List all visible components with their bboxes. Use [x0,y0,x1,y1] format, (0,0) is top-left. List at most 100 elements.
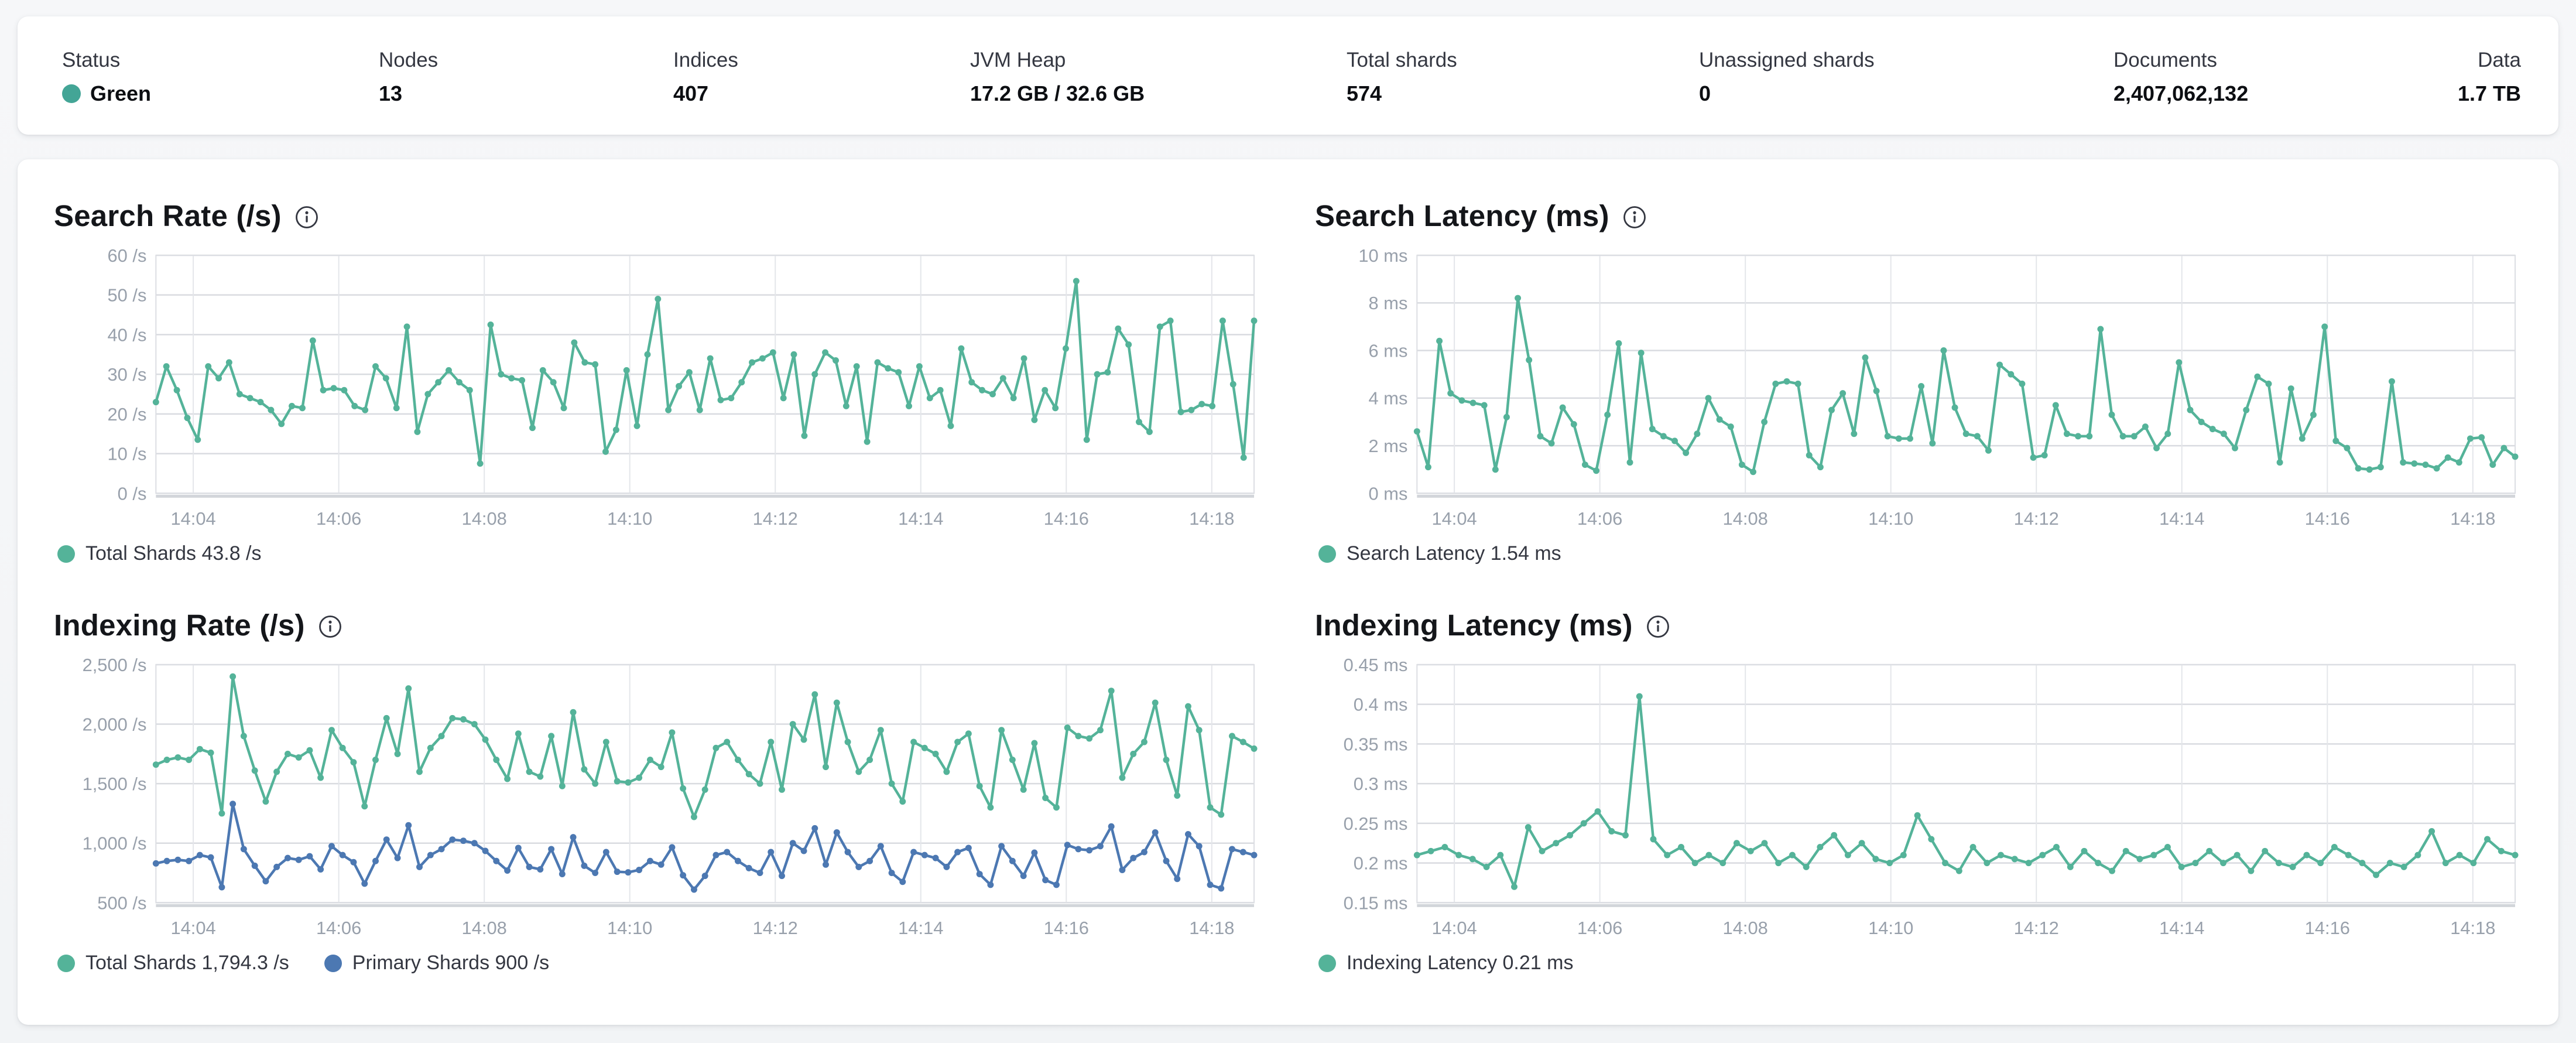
svg-text:14:08: 14:08 [1723,508,1768,529]
legend-item[interactable]: Indexing Latency 0.21 ms [1318,952,1573,974]
svg-text:0.25 ms: 0.25 ms [1344,813,1408,834]
legend-item[interactable]: Search Latency 1.54 ms [1318,542,1561,565]
metric-jvm-heap-label: JVM Heap [970,49,1066,71]
metric-jvm-heap: JVM Heap 17.2 GB / 32.6 GB [970,48,1145,107]
svg-text:14:14: 14:14 [2159,508,2204,529]
svg-text:14:12: 14:12 [753,508,798,529]
legend-label: Indexing Latency 0.21 ms [1347,952,1574,974]
svg-text:0.4 ms: 0.4 ms [1354,695,1408,715]
svg-text:14:18: 14:18 [1189,508,1234,529]
info-icon[interactable] [1646,614,1670,639]
info-icon[interactable] [318,614,342,639]
svg-text:14:18: 14:18 [1189,918,1234,938]
svg-text:14:18: 14:18 [2450,918,2495,938]
svg-text:6 ms: 6 ms [1369,340,1408,361]
metric-documents-value: 2,407,062,132 [2113,81,2249,105]
svg-text:0.15 ms: 0.15 ms [1344,892,1408,913]
metric-data-label: Data [2478,49,2521,71]
svg-text:0 /s: 0 /s [118,483,147,504]
svg-text:14:16: 14:16 [1044,918,1089,938]
svg-text:0.45 ms: 0.45 ms [1344,656,1408,675]
indexing-rate-section: Indexing Rate (/s) 2,500 /s 2,000 /s 1,500… [54,601,1261,997]
info-icon[interactable] [294,205,319,230]
svg-text:14:08: 14:08 [1723,918,1768,938]
svg-text:30 /s: 30 /s [107,364,146,385]
svg-text:2,000 /s: 2,000 /s [83,714,147,735]
svg-text:14:04: 14:04 [1431,918,1477,938]
legend-dot [324,954,342,972]
svg-text:14:06: 14:06 [1577,918,1622,938]
metric-total-shards-label: Total shards [1347,49,1457,71]
svg-text:50 /s: 50 /s [107,285,146,306]
svg-text:14:10: 14:10 [1868,508,1913,529]
indexing-latency-legend: Indexing Latency 0.21 ms [1315,952,2522,974]
svg-text:60 /s: 60 /s [107,247,146,266]
search-rate-chart[interactable]: 60 /s 50 /s 40 /s 30 /s 20 /s 10 /s 0 /s 14:04 1… [54,247,1261,539]
indexing-latency-title: Indexing Latency (ms) [1315,608,1633,642]
svg-text:14:06: 14:06 [1577,508,1622,529]
legend-dot [1318,545,1336,563]
search-latency-section: Search Latency (ms) 10 ms 8 ms 6 ms 4 ms 2 m… [1315,192,2522,587]
svg-text:0.3 ms: 0.3 ms [1354,774,1408,794]
svg-text:20 /s: 20 /s [107,404,146,425]
metric-indices-value: 407 [673,81,709,105]
svg-text:14:12: 14:12 [753,918,798,938]
legend-label: Total Shards 1,794.3 /s [85,952,289,974]
legend-dot [57,954,75,972]
metric-documents-label: Documents [2113,49,2218,71]
metric-unassigned-shards: Unassigned shards 0 [1699,48,1875,107]
metric-status-label: Status [62,49,121,71]
metric-total-shards-value: 574 [1347,81,1382,105]
svg-text:8 ms: 8 ms [1369,293,1408,313]
metric-data-value: 1.7 TB [2457,81,2521,105]
cluster-summary-panel: Status Green Nodes 13 Indices 407 JVM He… [18,16,2558,135]
indexing-rate-title: Indexing Rate (/s) [54,608,305,642]
cluster-metrics-panel: Search Rate (/s) 60 /s 50 /s 40 /s 30 /s 20 … [18,159,2558,1025]
search-rate-title: Search Rate (/s) [54,199,282,232]
svg-text:14:14: 14:14 [898,918,943,938]
svg-text:10 /s: 10 /s [107,444,146,464]
metric-total-shards: Total shards 574 [1347,48,1457,107]
metric-unassigned-shards-label: Unassigned shards [1699,49,1875,71]
info-icon[interactable] [1622,205,1647,230]
indexing-latency-chart[interactable]: 0.45 ms 0.4 ms 0.35 ms 0.3 ms 0.25 ms 0.2 ms 0… [1315,656,2522,948]
svg-text:14:10: 14:10 [607,918,652,938]
svg-text:14:06: 14:06 [316,918,361,938]
metric-data: Data 1.7 TB [2458,48,2521,107]
svg-text:0.2 ms: 0.2 ms [1354,853,1408,874]
metric-nodes-value: 13 [379,81,403,105]
svg-text:14:06: 14:06 [316,508,361,529]
legend-item[interactable]: Primary Shards 900 /s [324,952,549,974]
search-rate-section: Search Rate (/s) 60 /s 50 /s 40 /s 30 /s 20 … [54,192,1261,587]
legend-dot [1318,954,1336,972]
svg-text:1,000 /s: 1,000 /s [83,833,147,854]
svg-text:14:12: 14:12 [2014,508,2059,529]
search-latency-chart[interactable]: 10 ms 8 ms 6 ms 4 ms 2 ms 0 ms 14:04 14:06 14:08… [1315,247,2522,539]
legend-label: Primary Shards 900 /s [352,952,550,974]
svg-text:4 ms: 4 ms [1369,388,1408,409]
legend-item[interactable]: Total Shards 1,794.3 /s [57,952,289,974]
metric-nodes: Nodes 13 [379,48,438,107]
svg-text:14:16: 14:16 [2305,508,2350,529]
indexing-rate-chart[interactable]: 2,500 /s 2,000 /s 1,500 /s 1,000 /s 500 /s 14… [54,656,1261,948]
svg-text:14:16: 14:16 [2305,918,2350,938]
metric-indices-label: Indices [673,49,738,71]
metric-jvm-heap-value: 17.2 GB / 32.6 GB [970,81,1145,105]
metric-documents: Documents 2,407,062,132 [2113,48,2248,107]
svg-text:14:14: 14:14 [2159,918,2204,938]
search-rate-legend: Total Shards 43.8 /s [54,542,1261,565]
legend-item[interactable]: Total Shards 43.8 /s [57,542,262,565]
metric-indices: Indices 407 [673,48,738,107]
svg-text:14:10: 14:10 [1868,918,1913,938]
metric-nodes-label: Nodes [379,49,439,71]
svg-text:14:14: 14:14 [898,508,943,529]
svg-text:40 /s: 40 /s [107,324,146,345]
health-status-dot [62,84,81,103]
search-latency-title: Search Latency (ms) [1315,199,1609,232]
svg-text:0 ms: 0 ms [1369,483,1408,504]
metric-status: Status Green [62,48,151,107]
metric-status-value: Green [90,81,152,105]
svg-text:0.35 ms: 0.35 ms [1344,734,1408,754]
svg-text:14:10: 14:10 [607,508,652,529]
